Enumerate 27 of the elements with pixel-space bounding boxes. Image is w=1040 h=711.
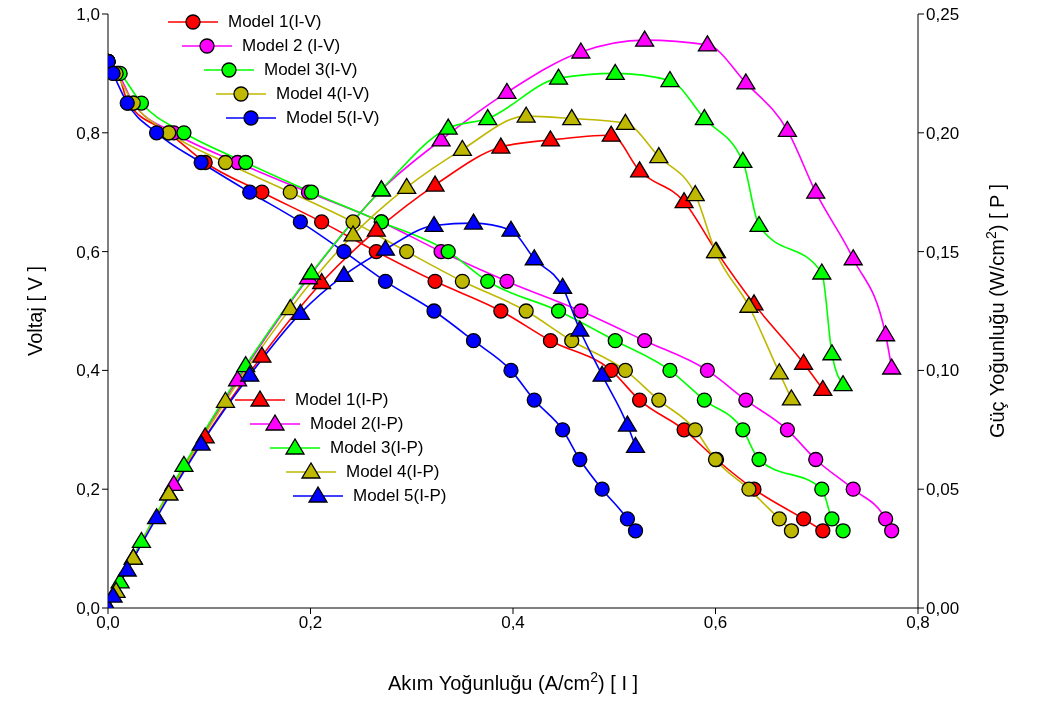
y-tick-label: 1,0 — [76, 5, 100, 25]
legend-label: Model 4(I-P) — [346, 462, 440, 482]
y-axis-title: Voltaj [ V ] — [24, 265, 46, 357]
legend-label: Model 1(I-V) — [228, 12, 322, 32]
legend-label: Model 2(I-P) — [310, 414, 404, 434]
x-tick-label: 0,2 — [298, 613, 323, 633]
x-tick-label: 0,0 — [96, 613, 120, 633]
x-tick-label: 0,4 — [501, 613, 525, 633]
y2-tick-label: 0,15 — [926, 242, 960, 262]
y-tick-label: 0,8 — [76, 123, 100, 143]
y2-tick-label: 0,25 — [926, 5, 960, 25]
y-tick-label: 0,2 — [76, 480, 100, 500]
y-tick-label: 0,4 — [76, 361, 100, 381]
legend-label: Model 3(I-V) — [264, 60, 358, 80]
legend-label: Model 1(I-P) — [295, 390, 389, 410]
legend-label: Model 4(I-V) — [276, 84, 370, 104]
x-tick-label: 0,6 — [703, 613, 728, 633]
y2-tick-label: 0,10 — [926, 361, 960, 381]
y2-tick-label: 0,05 — [926, 480, 960, 500]
y-tick-label: 0,6 — [76, 242, 100, 262]
legend-label: Model 5(I-V) — [286, 108, 380, 128]
legend-label: Model 3(I-P) — [330, 438, 424, 458]
x-axis-title: Akım Yoğunluğu (A/cm$^{2}$) [ I ] — [387, 669, 639, 694]
legend-label: Model 5(I-P) — [353, 486, 447, 506]
x-tick-label: 0,8 — [906, 613, 930, 633]
y2-tick-label: 0,20 — [926, 123, 960, 143]
legend-label: Model 2 (I-V) — [242, 36, 341, 56]
